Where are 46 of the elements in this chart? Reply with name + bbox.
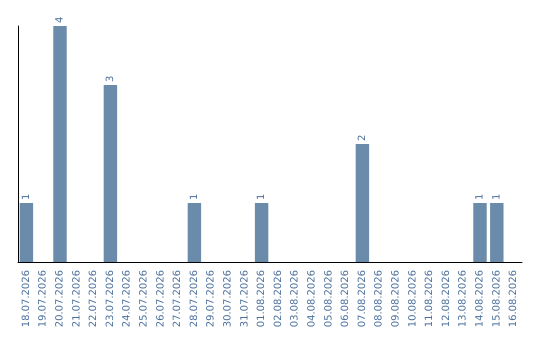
bar	[473, 203, 487, 262]
x-tick-label: 28.07.2026	[188, 270, 200, 328]
bar	[490, 203, 504, 262]
x-tick-label: 30.07.2026	[222, 270, 234, 328]
data-label: 4	[54, 16, 66, 23]
x-tick-label: 27.07.2026	[172, 270, 184, 328]
x-tick-label: 02.08.2026	[272, 270, 284, 328]
x-tick-label: 15.08.2026	[491, 270, 502, 328]
bar	[20, 203, 34, 262]
x-tick-label: 31.07.2026	[239, 270, 250, 328]
x-tick-label: 13.08.2026	[458, 270, 469, 328]
x-tick-label: 21.07.2026	[71, 270, 82, 328]
bar	[356, 144, 370, 262]
x-tick-label: 25.07.2026	[138, 270, 150, 328]
x-tick-label: 09.08.2026	[390, 270, 402, 328]
data-label: 1	[188, 194, 200, 200]
x-tick-label: 11.08.2026	[424, 270, 436, 328]
data-label: 2	[356, 134, 368, 141]
bar	[53, 26, 67, 262]
data-label: 1	[256, 194, 268, 200]
x-tick-label: 16.08.2026	[508, 270, 520, 328]
bar	[254, 203, 268, 262]
x-tick-label: 23.07.2026	[104, 270, 116, 328]
x-tick-label: 22.07.2026	[88, 270, 100, 328]
x-tick-label: 26.07.2026	[155, 270, 166, 328]
x-tick-label: 24.07.2026	[122, 270, 133, 328]
x-tick-label: 19.07.2026	[38, 270, 49, 328]
x-tick-label: 29.07.2026	[206, 270, 217, 328]
x-tick-label: 18.07.2026	[20, 270, 32, 328]
x-tick-label: 04.08.2026	[306, 270, 318, 328]
x-tick-label: 07.08.2026	[356, 270, 368, 328]
bar	[104, 85, 118, 262]
x-tick-label: 03.08.2026	[290, 270, 301, 328]
x-tick-label: 06.08.2026	[340, 270, 352, 328]
x-tick-label: 20.07.2026	[54, 270, 66, 328]
x-tick-label: 14.08.2026	[474, 270, 486, 328]
x-tick-label: 10.08.2026	[407, 270, 418, 328]
data-label: 1	[20, 194, 32, 200]
bar	[188, 203, 202, 262]
x-tick-label: 12.08.2026	[440, 270, 452, 328]
x-tick-label: 08.08.2026	[374, 270, 385, 328]
x-tick-label: 01.08.2026	[256, 270, 268, 328]
data-label: 3	[104, 76, 116, 82]
data-label: 1	[491, 194, 502, 200]
x-tick-label: 05.08.2026	[323, 270, 334, 328]
data-label: 1	[474, 194, 486, 200]
